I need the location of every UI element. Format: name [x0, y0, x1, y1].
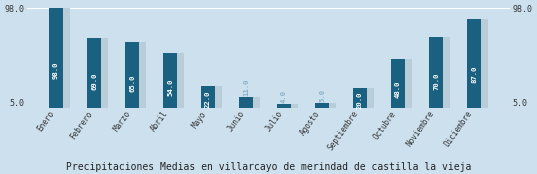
- Bar: [201, 86, 215, 108]
- Text: Precipitaciones Medias en villarcayo de merindad de castilla la vieja: Precipitaciones Medias en villarcayo de …: [66, 162, 471, 172]
- Text: 98.0: 98.0: [53, 61, 59, 79]
- Text: 4.0: 4.0: [281, 90, 287, 103]
- Bar: [128, 42, 146, 108]
- Text: 54.0: 54.0: [167, 78, 173, 96]
- Bar: [166, 53, 184, 108]
- Bar: [429, 37, 443, 108]
- Text: 22.0: 22.0: [205, 91, 211, 108]
- Bar: [391, 59, 405, 108]
- Bar: [432, 37, 450, 108]
- Bar: [125, 42, 139, 108]
- Bar: [163, 53, 177, 108]
- Bar: [90, 38, 108, 108]
- Text: 69.0: 69.0: [91, 73, 97, 90]
- Bar: [239, 97, 253, 108]
- Text: 48.0: 48.0: [395, 81, 401, 98]
- Text: 20.0: 20.0: [357, 92, 363, 109]
- Bar: [470, 19, 488, 108]
- Text: 87.0: 87.0: [471, 66, 477, 83]
- Bar: [52, 8, 70, 108]
- Bar: [356, 88, 374, 108]
- Bar: [242, 97, 260, 108]
- Bar: [87, 38, 101, 108]
- Bar: [467, 19, 481, 108]
- Text: 5.0: 5.0: [319, 89, 325, 102]
- Bar: [394, 59, 412, 108]
- Bar: [49, 8, 63, 108]
- Bar: [318, 103, 336, 108]
- Bar: [353, 88, 367, 108]
- Text: 11.0: 11.0: [243, 78, 249, 96]
- Bar: [204, 86, 222, 108]
- Bar: [315, 103, 329, 108]
- Bar: [280, 104, 298, 108]
- Text: 70.0: 70.0: [433, 72, 439, 90]
- Text: 65.0: 65.0: [129, 74, 135, 92]
- Bar: [277, 104, 291, 108]
